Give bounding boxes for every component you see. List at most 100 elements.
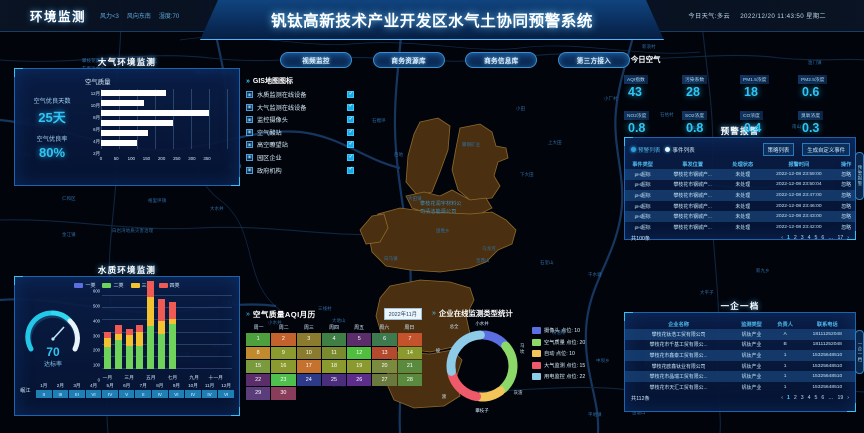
radio-event-list[interactable]: 事件列表 — [665, 146, 695, 154]
side-tab-alert[interactable]: 预警报警 — [855, 152, 864, 200]
nav-pill-video-monitor[interactable]: 视频监控 — [280, 52, 352, 68]
calendar-day-cell[interactable]: 12 — [347, 346, 372, 359]
calendar-day-cell[interactable]: 29 — [246, 387, 271, 400]
checkbox-icon[interactable] — [347, 166, 354, 174]
calendar-day-cell[interactable]: 17 — [296, 360, 321, 373]
nav-pill-info-library[interactable]: 商务信息库 — [465, 52, 538, 68]
table-row[interactable]: 攀枝花市鑫泰工贸有限公... 钒钛产业 1 15325648510 — [625, 350, 855, 361]
page-link[interactable]: 3 — [800, 235, 804, 242]
gis-layer-item[interactable]: ▣ 监控摄像头 — [246, 115, 354, 124]
gis-layer-item[interactable]: ▣ 高空瞭望站 — [246, 140, 354, 149]
page-next[interactable]: › — [847, 395, 849, 402]
calendar-day-cell[interactable]: 1 — [246, 333, 271, 346]
page-link[interactable]: 4 — [807, 395, 811, 402]
page-link[interactable]: 4 — [807, 235, 811, 242]
calendar-day-cell[interactable]: 4 — [321, 333, 347, 346]
table-row[interactable]: pH超标 攀枝花市钢城产... 未处理 2022-12-08 23:59:00 忽略 — [625, 169, 855, 180]
donut-slice[interactable] — [447, 369, 482, 402]
page-link[interactable]: 2 — [793, 235, 797, 242]
calendar-day-cell[interactable]: 24 — [296, 373, 321, 386]
calendar-day-cell[interactable]: 9 — [271, 346, 296, 359]
table-row[interactable]: 攀枝花市晶瑞工贸有限公... 钒钛产业 1 15325648510 — [625, 371, 855, 382]
donut-slice[interactable] — [475, 386, 506, 402]
calendar-day-cell[interactable]: 6 — [372, 333, 397, 346]
table-row[interactable]: pH超标 攀枝花市钢城产... 未处理 2022-12-08 23:46:00 忽略 — [625, 201, 855, 212]
page-link[interactable]: 5 — [814, 395, 818, 402]
calendar-day-cell[interactable]: 7 — [397, 333, 422, 346]
calendar-day-cell[interactable]: 11 — [321, 346, 347, 359]
gis-layer-item[interactable]: ▣ 水质监测在线设备 — [246, 90, 354, 99]
calendar-day-cell[interactable]: 2 — [271, 333, 296, 346]
table-cell[interactable]: 忽略 — [841, 183, 852, 189]
page-prev[interactable]: ‹ — [781, 235, 783, 242]
page-link[interactable]: 3 — [800, 395, 804, 402]
checkbox-icon[interactable] — [347, 154, 354, 161]
calendar-day-cell[interactable]: 16 — [271, 360, 296, 373]
donut-slice[interactable] — [498, 341, 518, 394]
page-link[interactable]: 1 — [786, 235, 790, 242]
gis-layer-item[interactable]: ▣ 空气酸站 — [246, 128, 354, 137]
table-row[interactable]: pH超标 攀枝花市钢城产... 未处理 2022-12-08 23:50:04 忽略 — [625, 180, 855, 191]
calendar-day-cell[interactable]: 23 — [271, 373, 296, 386]
calendar-day-cell[interactable]: 30 — [271, 387, 296, 400]
nav-pill-resource-library[interactable]: 商务资源库 — [372, 52, 445, 68]
page-link[interactable]: … — [828, 235, 834, 242]
page-link[interactable]: 5 — [814, 235, 818, 242]
radio-warning-list[interactable]: 预警列表 — [631, 146, 660, 154]
table-row[interactable]: 攀枝花市千基工贸有限公... 钒钛产业 B 18111252048 — [625, 340, 855, 351]
page-link[interactable]: 6 — [821, 395, 825, 402]
calendar-day-cell[interactable]: 27 — [372, 373, 397, 386]
page-link[interactable]: 2 — [793, 395, 797, 402]
table-cell[interactable]: 忽略 — [837, 211, 855, 222]
alert-page-links[interactable]: ‹ 1 2 3 4 5 6… 17 › — [781, 235, 849, 241]
calendar-day-cell[interactable]: 28 — [397, 373, 422, 386]
page-link[interactable]: 19 — [837, 395, 844, 402]
calendar-day-cell[interactable]: 20 — [372, 360, 397, 373]
side-tab-company[interactable]: 一企一档 — [855, 330, 864, 374]
nav-pill-third-party[interactable]: 第三方接入 — [557, 52, 630, 68]
checkbox-icon[interactable] — [347, 103, 354, 111]
table-row[interactable]: 攀枝花欧鑫钛业有限公司 钒钛产业 1 15325648510 — [625, 361, 855, 372]
calendar-day-cell[interactable]: 3 — [296, 333, 321, 346]
table-row[interactable]: 攀枝花市天汇工贸有限公... 钒钛产业 1 15325648510 — [625, 382, 855, 393]
table-row[interactable]: pH超标 攀枝花市钢城产... 未处理 2022-12-08 23:47:00 忽略 — [625, 190, 855, 201]
table-row[interactable]: 攀枝花钛浩工贸有限公司 钒钛产业 A 18111252048 — [625, 329, 855, 340]
table-cell[interactable]: 忽略 — [841, 204, 852, 210]
calendar-day-cell[interactable]: 13 — [372, 346, 397, 359]
calendar-day-cell[interactable]: 10 — [296, 346, 321, 359]
page-link[interactable]: 6 — [821, 235, 825, 242]
table-cell[interactable]: 忽略 — [837, 190, 855, 201]
gis-layer-item[interactable]: ▣ 园区企业 — [246, 153, 354, 162]
calendar-day-cell[interactable]: 22 — [246, 373, 271, 386]
calendar-day-cell[interactable]: 14 — [397, 346, 422, 359]
checkbox-icon[interactable] — [347, 91, 354, 98]
calendar-day-cell[interactable]: 8 — [246, 346, 271, 359]
calendar-day-cell[interactable]: 26 — [347, 373, 372, 386]
checkbox-icon[interactable] — [347, 116, 354, 124]
strategy-list-button[interactable]: 策略列表 — [762, 143, 795, 156]
calendar-day-cell[interactable]: 5 — [347, 333, 372, 346]
gis-layer-item[interactable]: ▣ 大气监测在线设备 — [246, 103, 354, 112]
table-cell[interactable]: 忽略 — [837, 169, 855, 180]
page-next[interactable]: › — [847, 235, 849, 242]
calendar-day-cell[interactable]: 25 — [321, 373, 347, 386]
calendar-day-cell[interactable]: 21 — [397, 360, 422, 373]
page-link[interactable]: 1 — [786, 395, 790, 402]
checkbox-icon[interactable] — [347, 141, 354, 149]
create-custom-event-button[interactable]: 生成自定义事件 — [802, 143, 850, 156]
gis-layer-item[interactable]: ▣ 政府机构 — [246, 166, 354, 175]
company-page-links[interactable]: ‹ 1 2 3 4 5 6… 19 › — [781, 395, 849, 401]
table-cell[interactable]: 忽略 — [841, 225, 852, 231]
table-row[interactable]: pH超标 攀枝花市钢城产... 未处理 2022-12-08 23:43:00 忽略 — [625, 211, 855, 222]
page-link[interactable]: … — [828, 395, 834, 402]
table-row[interactable]: pH超标 攀枝花市钢城产... 未处理 2022-12-08 23:42:00 忽略 — [625, 222, 855, 233]
donut-slice[interactable] — [479, 330, 508, 349]
calendar-day-cell[interactable]: 15 — [246, 360, 271, 373]
calendar-month-selector[interactable]: 2022年11月 — [383, 308, 422, 320]
page-prev[interactable]: ‹ — [781, 395, 783, 402]
checkbox-icon[interactable] — [347, 129, 354, 136]
gis-menu-header[interactable]: » GIS地图图标 — [246, 76, 354, 86]
calendar-day-cell[interactable]: 19 — [347, 360, 372, 373]
calendar-day-cell[interactable]: 18 — [321, 360, 347, 373]
page-link[interactable]: 17 — [837, 235, 844, 242]
